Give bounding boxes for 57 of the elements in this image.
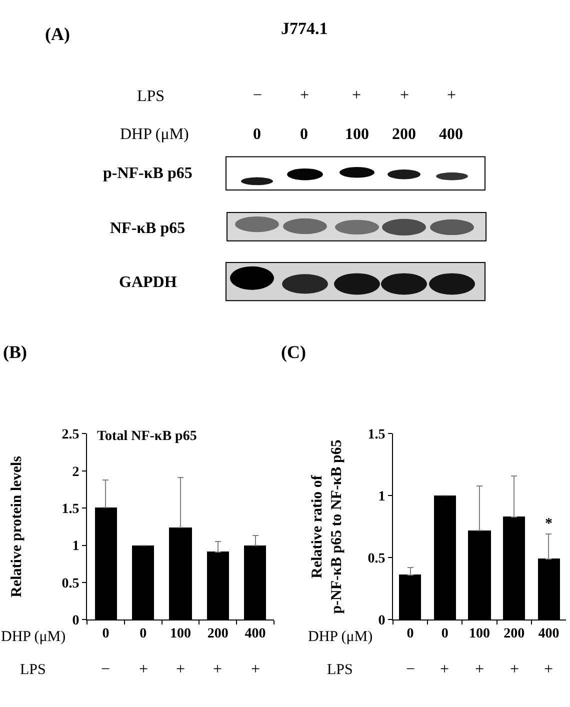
text: +	[176, 661, 186, 678]
text: +	[400, 87, 410, 104]
text: +	[510, 661, 520, 678]
text: LPS	[327, 662, 353, 678]
text: +	[440, 661, 450, 678]
x-tick-label: 400	[538, 626, 560, 642]
y-tick-label: 1.5	[368, 428, 386, 443]
x-tick-label: 0	[140, 626, 147, 642]
text: LPS	[137, 88, 165, 105]
x-tick-label: 0	[406, 626, 414, 642]
text: +	[352, 87, 362, 104]
text: 100	[345, 126, 369, 143]
y-tick-label: 1	[72, 539, 80, 554]
text: −	[406, 661, 416, 678]
text: −	[253, 87, 262, 104]
text: +	[300, 87, 310, 104]
text: +	[139, 661, 148, 678]
x-axis-title: DHP (μM)	[308, 629, 373, 645]
text: +	[447, 87, 456, 104]
y-tick-label: 0.5	[62, 576, 80, 592]
y-tick-label: 0.5	[368, 552, 386, 567]
text: LPS	[20, 662, 46, 678]
y-tick-label: 1.5	[62, 502, 80, 518]
text: p-NF-κB p65	[103, 165, 192, 182]
text: DHP (μM)	[120, 126, 189, 143]
text: J774.1	[281, 19, 328, 38]
x-tick-label: 0	[441, 626, 448, 642]
y-tick-label: 2	[72, 464, 80, 480]
text: 200	[392, 126, 416, 143]
text: 400	[439, 126, 463, 143]
text: +	[251, 661, 260, 678]
y-tick-label: 0	[378, 614, 386, 629]
text: 0	[253, 126, 261, 143]
x-axis-title: DHP (μM)	[1, 629, 66, 645]
x-tick-label: 200	[207, 626, 228, 642]
text: +	[475, 661, 484, 678]
y-axis-title: Relative ratio of p-NF-κB p65 to NF-κB p65	[309, 440, 345, 614]
y-tick-label: 1	[378, 490, 386, 505]
y-axis-title: Relative protein levels	[8, 456, 25, 598]
x-tick-label: 400	[244, 626, 266, 642]
text: GAPDH	[119, 274, 178, 291]
x-tick-label: 100	[170, 626, 191, 642]
text: (B)	[3, 342, 27, 362]
annotation: *	[545, 516, 552, 532]
x-tick-label: 100	[469, 626, 490, 642]
text: (A)	[45, 24, 70, 44]
text: (C)	[281, 342, 306, 362]
text: +	[213, 661, 222, 678]
y-tick-label: 2.5	[62, 428, 80, 443]
x-tick-label: 200	[504, 626, 525, 642]
y-tick-label: 0	[72, 614, 80, 629]
text: 0	[300, 126, 308, 143]
chart-title: Total NF-κB p65	[97, 429, 197, 444]
text: NF-κB p65	[110, 220, 186, 237]
x-tick-label: 0	[102, 626, 110, 642]
text: −	[101, 661, 110, 678]
text: +	[544, 661, 554, 678]
